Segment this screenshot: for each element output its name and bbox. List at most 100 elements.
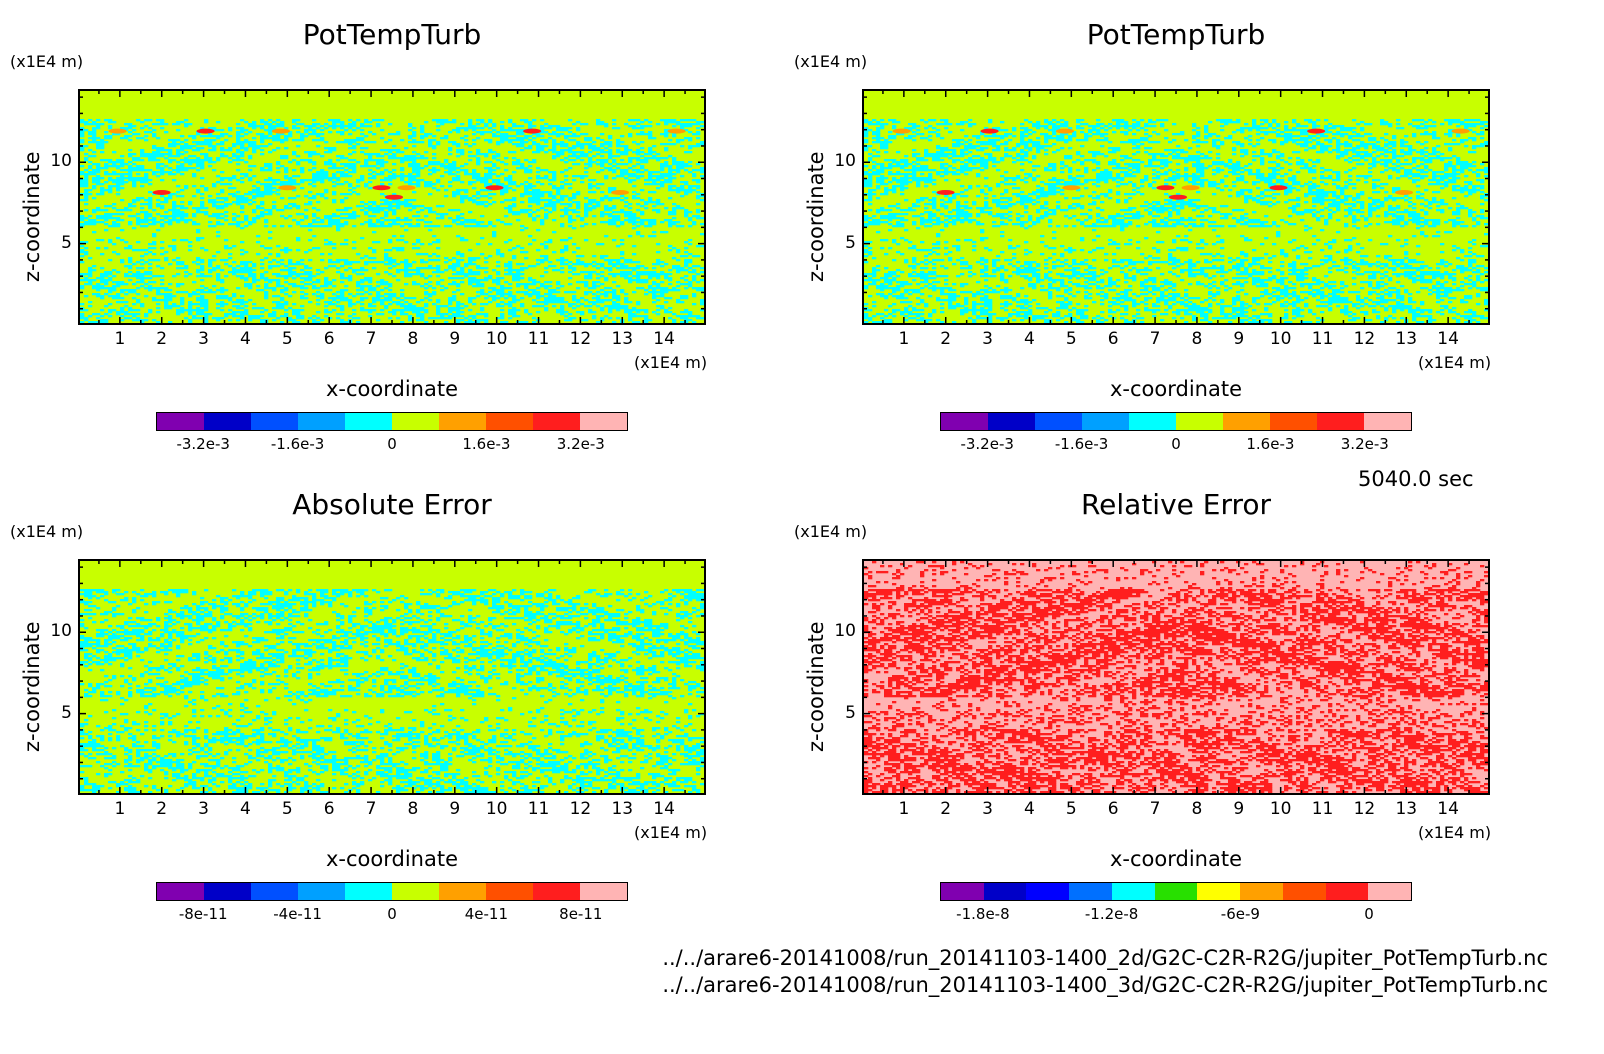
contour-cell (700, 141, 704, 144)
contour-cell (132, 315, 137, 318)
contour-cell (208, 199, 217, 202)
contour-cell (1164, 217, 1169, 220)
contour-cell (964, 173, 969, 176)
contour-cell (1364, 133, 1373, 136)
contour-cell (452, 161, 457, 164)
contour-cell (1344, 203, 1357, 206)
contour-cell (240, 267, 253, 270)
contour-cell (516, 271, 521, 274)
contour-cell (176, 261, 185, 264)
contour-cell (616, 167, 621, 170)
contour-cell (476, 161, 481, 164)
contour-cell (356, 285, 373, 288)
contour-cell (224, 247, 233, 250)
contour-cell (1340, 189, 1345, 192)
contour-cell (1108, 163, 1121, 166)
contour-cell (1108, 123, 1113, 126)
contour-cell (272, 207, 277, 210)
contour-cell (1460, 167, 1469, 170)
contour-cell (532, 141, 537, 144)
contour-cell (864, 141, 869, 144)
contour-cell (176, 291, 189, 294)
contour-cell (276, 255, 281, 258)
contour-cell (1032, 145, 1053, 148)
contour-cell (1168, 153, 1173, 156)
contour-cell (464, 129, 469, 132)
contour-cell (1080, 163, 1085, 166)
contour-cell (1408, 197, 1413, 200)
contour-cell (564, 135, 581, 138)
contour-cell (312, 177, 341, 180)
contour-cell (532, 143, 541, 146)
contour-cell (1444, 143, 1461, 146)
contour-cell (400, 139, 405, 142)
contour-cell (624, 201, 629, 204)
contour-cell (1312, 197, 1325, 200)
contour-cell (872, 215, 877, 218)
contour-cell (88, 321, 109, 323)
contour-cell (504, 241, 509, 244)
contour-cell (292, 125, 297, 128)
contour-cell (92, 187, 97, 190)
contour-cell (92, 135, 97, 138)
contour-cell (992, 145, 1001, 148)
contour-cell (568, 159, 577, 162)
contour-cell (560, 285, 565, 288)
contour-cell (576, 203, 581, 206)
contour-cell (1388, 175, 1393, 178)
contour-cell (520, 247, 525, 250)
contour-cell (436, 311, 441, 314)
contour-cell (672, 287, 677, 290)
contour-cell (1016, 195, 1029, 198)
contour-cell (572, 307, 577, 310)
contour-cell (252, 201, 257, 204)
contour-cell (156, 289, 161, 292)
contour-cell (204, 315, 209, 318)
contour-cell (1232, 181, 1237, 184)
contour-cell (332, 121, 345, 124)
contour-cell (440, 285, 445, 288)
contour-cell (580, 217, 585, 220)
contour-cell (488, 275, 493, 278)
contour-cell (296, 275, 301, 278)
contour-cell (448, 153, 453, 156)
contour-cell (1268, 139, 1277, 142)
contour-cell (1452, 155, 1457, 158)
contour-cell (868, 153, 873, 156)
contour-cell (1312, 183, 1317, 186)
contour-cell (1132, 133, 1137, 136)
contour-cell (276, 161, 281, 164)
contour-cell (676, 225, 685, 228)
contour-cell (92, 121, 97, 124)
contour-cell (920, 165, 929, 168)
contour-cell (640, 167, 645, 170)
contour-cell (956, 203, 961, 206)
contour-cell (1160, 125, 1165, 128)
contour-cell (1176, 211, 1181, 214)
contour-cell (420, 317, 425, 320)
contour-cell (1256, 133, 1261, 136)
contour-cell (1360, 141, 1365, 144)
contour-cell (156, 137, 161, 140)
contour-cell (1024, 129, 1033, 132)
contour-cell (1276, 181, 1285, 184)
contour-cell (288, 197, 297, 200)
contour-cell (1316, 151, 1325, 154)
contour-cell (140, 225, 149, 228)
contour-cell (640, 155, 645, 158)
contour-cell (1020, 199, 1037, 202)
contour-cell (372, 241, 381, 244)
contour-cell (472, 303, 477, 306)
contour-cell (920, 173, 925, 176)
contour-cell (1408, 201, 1413, 204)
contour-cell (1336, 207, 1341, 210)
contour-cell (1160, 163, 1169, 166)
contour-cell (484, 205, 489, 208)
contour-cell (232, 273, 237, 276)
contour-cell (1308, 169, 1317, 172)
contour-cell (1040, 193, 1057, 196)
contour-cell (272, 289, 277, 292)
contour-cell (508, 119, 513, 122)
contour-cell (1264, 215, 1269, 218)
contour-cell (280, 215, 285, 218)
